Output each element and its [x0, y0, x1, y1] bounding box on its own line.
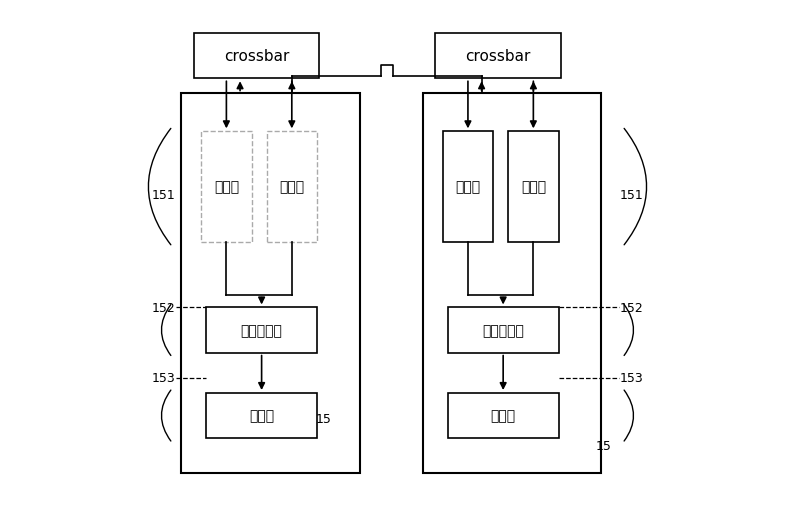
Text: 缓冲器: 缓冲器	[214, 180, 239, 194]
Text: 152: 152	[152, 301, 175, 314]
FancyBboxPatch shape	[266, 132, 317, 242]
Text: 缓冲器: 缓冲器	[455, 180, 481, 194]
Text: crossbar: crossbar	[224, 49, 290, 64]
FancyBboxPatch shape	[422, 94, 602, 474]
Text: 同步对比器: 同步对比器	[241, 323, 282, 337]
Text: crossbar: crossbar	[466, 49, 531, 64]
Text: 缓冲器: 缓冲器	[279, 180, 304, 194]
Text: 执行器: 执行器	[249, 409, 274, 423]
Text: 153: 153	[152, 372, 175, 384]
FancyBboxPatch shape	[202, 132, 251, 242]
FancyBboxPatch shape	[448, 393, 558, 438]
Text: 15: 15	[315, 412, 331, 425]
FancyBboxPatch shape	[448, 308, 558, 353]
FancyBboxPatch shape	[194, 34, 319, 79]
FancyBboxPatch shape	[181, 94, 360, 474]
FancyBboxPatch shape	[206, 393, 317, 438]
Text: 执行器: 执行器	[490, 409, 516, 423]
FancyBboxPatch shape	[442, 132, 493, 242]
Text: 151: 151	[620, 188, 643, 201]
Text: 同步对比器: 同步对比器	[482, 323, 524, 337]
Text: 缓冲器: 缓冲器	[521, 180, 546, 194]
FancyBboxPatch shape	[435, 34, 561, 79]
Text: 151: 151	[152, 188, 175, 201]
Text: 152: 152	[620, 301, 643, 314]
FancyBboxPatch shape	[508, 132, 558, 242]
Text: 153: 153	[620, 372, 643, 384]
Text: 15: 15	[596, 439, 612, 452]
FancyBboxPatch shape	[206, 308, 317, 353]
